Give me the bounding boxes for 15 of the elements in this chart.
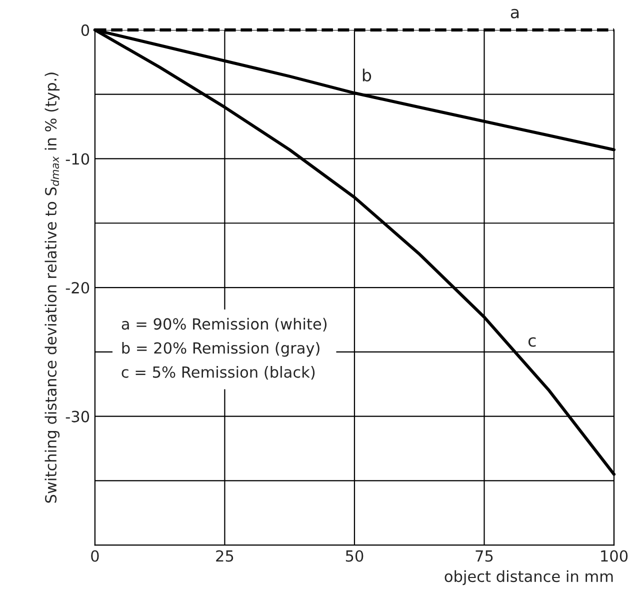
y-tick-label: -30 (66, 410, 90, 422)
x-tick-label: 0 (91, 550, 99, 562)
y-tick-label: -10 (66, 153, 90, 165)
x-tick-label: 75 (476, 550, 493, 562)
x-tick-label: 25 (216, 550, 234, 562)
y-tick-label: -20 (66, 282, 90, 294)
x-tick-label: 50 (346, 550, 364, 562)
annotation: c (528, 337, 536, 347)
x-axis-title: object distance in mm (444, 570, 613, 586)
y-axis-title: Switching distance deviation relative to S$_{dmax}$ in % (typ.) (44, 72, 60, 503)
annotation: a (510, 8, 519, 18)
annotation: b (362, 68, 372, 82)
x-tick-label: 100 (601, 550, 628, 562)
annotation: a = 90% Remission (white) b = 20% Remission (gray) c = 5% Remission (black) (122, 318, 327, 380)
y-tick-label: 0 (81, 24, 90, 36)
